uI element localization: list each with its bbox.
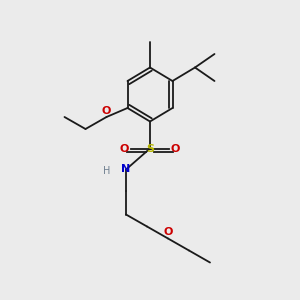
Text: S: S bbox=[146, 143, 154, 154]
Text: O: O bbox=[120, 143, 129, 154]
Text: O: O bbox=[163, 227, 173, 237]
Text: O: O bbox=[102, 106, 111, 116]
Text: H: H bbox=[103, 166, 110, 176]
Text: O: O bbox=[171, 143, 180, 154]
Text: N: N bbox=[122, 164, 130, 175]
